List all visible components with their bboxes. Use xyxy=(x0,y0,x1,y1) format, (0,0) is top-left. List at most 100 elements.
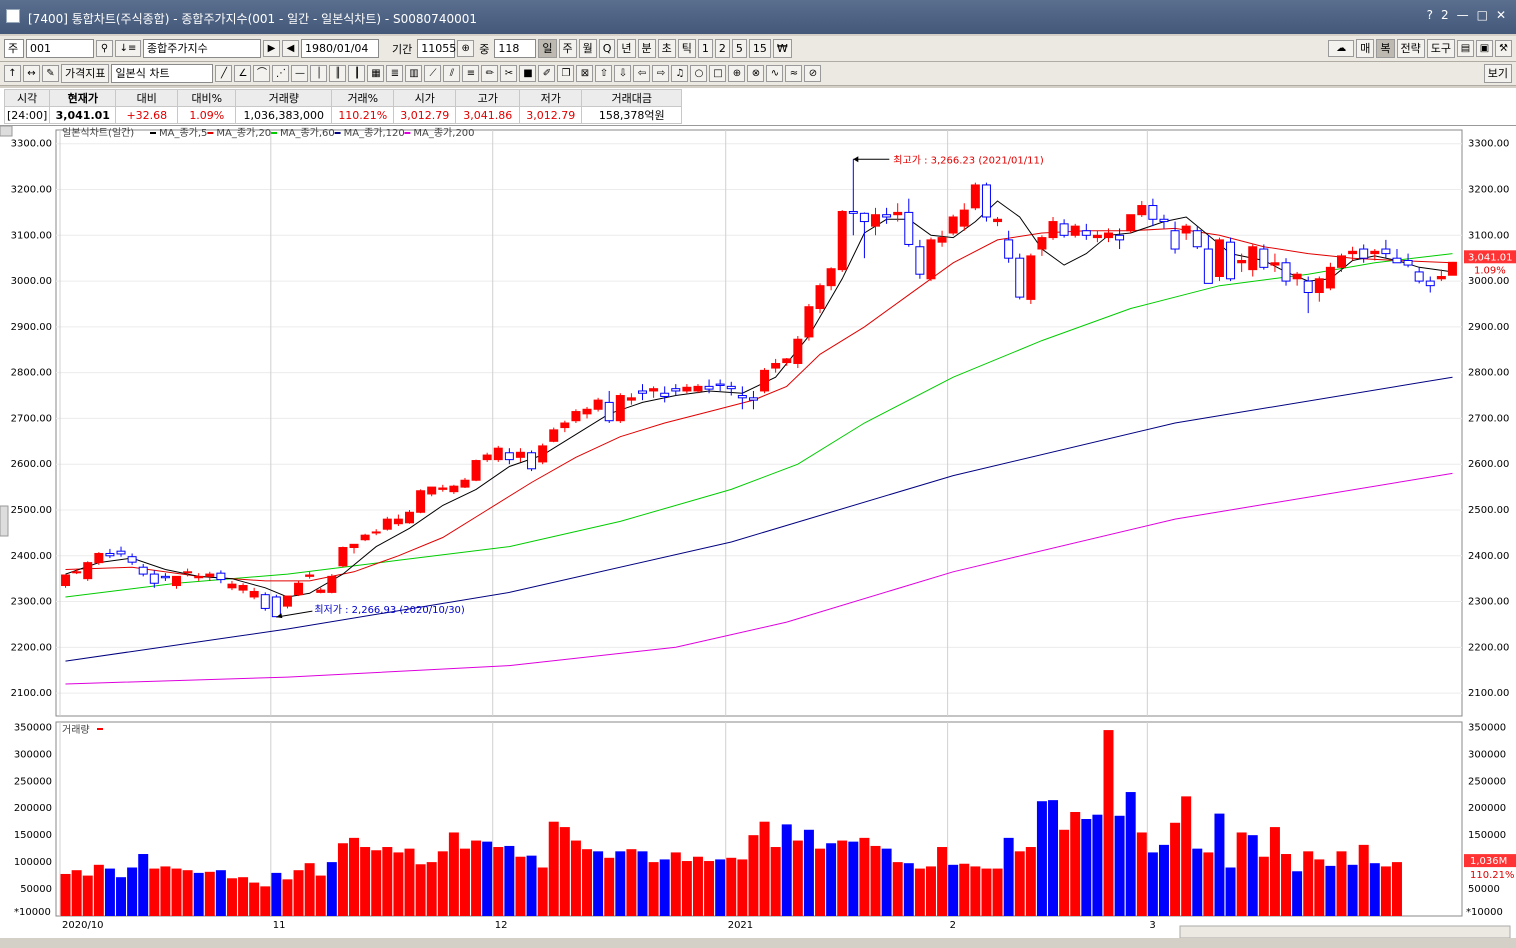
save-icon[interactable]: ▣ xyxy=(1476,40,1493,57)
select-icon[interactable]: ⊠ xyxy=(576,65,594,82)
circle-tool-icon[interactable]: ○ xyxy=(690,65,708,82)
copy-icon[interactable]: ❐ xyxy=(557,65,575,82)
period-input[interactable]: 11055 xyxy=(417,39,456,58)
arc-tool-icon[interactable]: ⌒ xyxy=(253,65,271,82)
volume-bar xyxy=(1203,852,1214,916)
indicator-button[interactable]: 가격지표 xyxy=(61,64,110,83)
zoom-out-icon[interactable]: ⊗ xyxy=(747,65,765,82)
lock-icon[interactable]: ⊕ xyxy=(457,40,475,57)
interval-2[interactable]: 2 xyxy=(714,39,730,58)
parallel-tool-icon[interactable]: ≡ xyxy=(462,65,480,82)
interval-5[interactable]: 5 xyxy=(731,39,747,58)
strategy-button[interactable]: 전략 xyxy=(1396,39,1425,58)
candle xyxy=(1337,255,1346,268)
up-arrow-icon[interactable]: ↑ xyxy=(4,65,21,82)
close-icon[interactable]: ✕ xyxy=(1495,8,1506,22)
view-button[interactable]: 보기 xyxy=(1483,64,1512,83)
wave-icon[interactable]: ≈ xyxy=(785,65,803,82)
chart-type-select[interactable]: 일본식 차트 xyxy=(111,64,214,83)
pencil-icon[interactable]: ✏ xyxy=(481,65,499,82)
prev-icon[interactable]: ◀ xyxy=(282,40,299,57)
angle-tool-icon[interactable]: ∠ xyxy=(234,65,252,82)
volume-pct-tag-text: 110.21% xyxy=(1470,870,1515,881)
cloud-icon[interactable]: ☁ xyxy=(1328,40,1355,57)
period-week[interactable]: 주 xyxy=(558,39,577,58)
volume-bar xyxy=(1325,865,1336,916)
resize-icon[interactable]: ↔ xyxy=(23,65,40,82)
candle xyxy=(1325,266,1335,289)
interval-15[interactable]: 15 xyxy=(748,39,771,58)
quote-open: 3,012.79 xyxy=(393,106,457,124)
period-minute[interactable]: 분 xyxy=(637,39,656,58)
period-quarter[interactable]: Q xyxy=(598,39,616,58)
trend-tool-icon[interactable]: ⟋ xyxy=(424,65,442,82)
edit-icon[interactable]: ✎ xyxy=(42,65,59,82)
screen-number[interactable]: 2 xyxy=(1440,8,1449,22)
zoom-in-icon[interactable]: ⊕ xyxy=(728,65,746,82)
maximize-icon[interactable]: □ xyxy=(1476,8,1488,22)
period-tick[interactable]: 틱 xyxy=(677,39,696,58)
wrench-icon[interactable]: ⚒ xyxy=(1495,40,1512,57)
period-day[interactable]: 일 xyxy=(538,39,557,58)
arrow-right-icon[interactable]: ⇨ xyxy=(652,65,670,82)
color-icon[interactable]: ■ xyxy=(519,65,537,82)
candle xyxy=(959,209,969,227)
candle xyxy=(1104,232,1113,239)
hline-tool-icon[interactable]: — xyxy=(291,65,309,82)
arrow-left-icon[interactable]: ⇦ xyxy=(633,65,651,82)
market-type-select[interactable]: 주 xyxy=(4,39,24,58)
volume-bar xyxy=(526,855,537,916)
eraser-icon[interactable]: ✂ xyxy=(500,65,518,82)
code-input[interactable]: 001 xyxy=(26,39,94,58)
next-icon[interactable]: ▶ xyxy=(263,40,280,57)
arrow-down-icon[interactable]: ⇩ xyxy=(614,65,632,82)
period-second[interactable]: 초 xyxy=(657,39,676,58)
tools-button[interactable]: 도구 xyxy=(1426,39,1455,58)
gann-tool-icon[interactable]: ▥ xyxy=(405,65,423,82)
rect-tool-icon[interactable]: □ xyxy=(709,65,727,82)
cycle-icon[interactable]: ┃ xyxy=(348,65,366,82)
volume-bar xyxy=(1036,801,1047,916)
fan-tool-icon[interactable]: ⋰ xyxy=(272,65,290,82)
trade-button[interactable]: 매 xyxy=(1356,39,1375,58)
candle xyxy=(1203,248,1213,284)
fibo-tool-icon[interactable]: ≣ xyxy=(386,65,404,82)
arrow-up-icon[interactable]: ⇧ xyxy=(595,65,613,82)
candle xyxy=(449,485,459,493)
channel-tool-icon[interactable]: ⫽ xyxy=(443,65,461,82)
period-month[interactable]: 월 xyxy=(578,39,597,58)
y-tick-label-left: 2500.00 xyxy=(11,505,52,516)
volume-bar xyxy=(1147,852,1158,916)
interval-1[interactable]: 1 xyxy=(697,39,713,58)
vline-tool-icon[interactable]: │ xyxy=(310,65,328,82)
chart-svg[interactable]: 2100.00 2100.00 2200.00 2200.00 2300.00 2300.… xyxy=(0,125,1516,939)
reset-icon[interactable]: ⊘ xyxy=(804,65,822,82)
multi-button[interactable]: 복 xyxy=(1376,39,1395,58)
brush-icon[interactable]: ✐ xyxy=(538,65,556,82)
candle xyxy=(460,479,470,488)
help-icon[interactable]: ? xyxy=(1426,8,1433,22)
volume-bar xyxy=(692,856,703,916)
candle xyxy=(360,534,370,541)
minimize-icon[interactable]: — xyxy=(1456,8,1469,22)
volume-bar xyxy=(249,882,260,916)
count-input[interactable]: 118 xyxy=(494,39,537,58)
currency-button[interactable]: ₩ xyxy=(772,39,792,58)
quote-change: +32.68 xyxy=(115,106,179,124)
multi-vline-icon[interactable]: ║ xyxy=(329,65,347,82)
volume-bar xyxy=(204,871,215,916)
sort-icon[interactable]: ↓≡ xyxy=(115,40,141,57)
date-input[interactable]: 1980/01/04 xyxy=(301,39,379,58)
volume-bar xyxy=(1391,862,1402,916)
pattern-icon[interactable]: ∿ xyxy=(766,65,784,82)
volume-bar xyxy=(559,827,570,916)
folder-icon[interactable]: ▤ xyxy=(1457,40,1474,57)
y-tick-label-right: 3200.00 xyxy=(1468,185,1509,196)
candle xyxy=(349,543,359,549)
search-icon[interactable]: ⚲ xyxy=(96,40,113,57)
note-icon[interactable]: ♫ xyxy=(671,65,689,82)
volume-bar xyxy=(1281,854,1292,916)
grid-tool-icon[interactable]: ▦ xyxy=(367,65,385,82)
line-tool-icon[interactable]: ╱ xyxy=(215,65,233,82)
period-year[interactable]: 년 xyxy=(617,39,636,58)
